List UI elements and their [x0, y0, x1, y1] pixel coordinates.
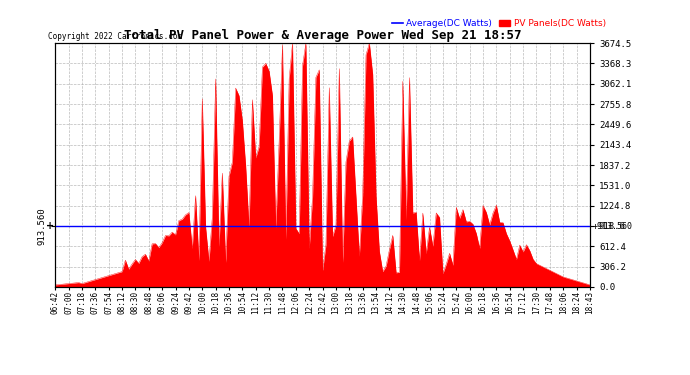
Title: Total PV Panel Power & Average Power Wed Sep 21 18:57: Total PV Panel Power & Average Power Wed…: [124, 29, 522, 42]
Text: +: +: [46, 221, 54, 231]
Text: +913.560: +913.560: [593, 222, 633, 231]
Legend: Average(DC Watts), PV Panels(DC Watts): Average(DC Watts), PV Panels(DC Watts): [388, 16, 609, 32]
Text: Copyright 2022 Cartronics.com: Copyright 2022 Cartronics.com: [48, 32, 182, 41]
